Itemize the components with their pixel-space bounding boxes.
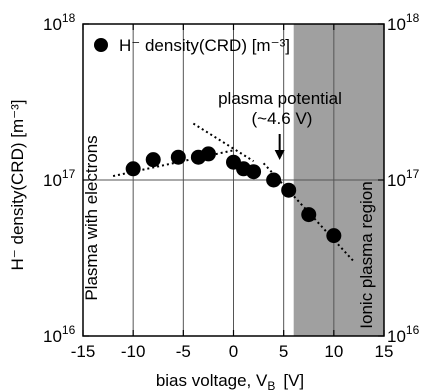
y-tick-label-right: 1016 <box>387 323 420 346</box>
x-tick-label: -15 <box>71 342 96 361</box>
y-tick-label-right: 1017 <box>387 167 420 190</box>
y-tick-exponent: 16 <box>62 323 76 337</box>
annotation-plasma-with-electrons: Plasma with electrons <box>82 135 101 300</box>
annotation-ionic-plasma-region: Ionic plasma region <box>357 181 376 328</box>
annotation-plasma-potential-value: (~4.6 V) <box>252 109 313 128</box>
y-tick-label-left: 1018 <box>43 11 76 34</box>
x-tick-label: 15 <box>375 342 394 361</box>
y-tick-base: 10 <box>387 327 406 346</box>
arrow-head <box>274 150 285 160</box>
x-tick-label: 0 <box>229 342 238 361</box>
annotation-plasma-potential: plasma potential <box>218 89 342 108</box>
y-tick-label-left: 1016 <box>43 323 76 346</box>
x-tick-label: 10 <box>324 342 343 361</box>
data-point <box>170 149 186 165</box>
y-tick-base: 10 <box>387 171 406 190</box>
x-tick-label: -5 <box>176 342 191 361</box>
y-axis-label: H⁻ density(CRD) [m⁻³] <box>8 100 27 271</box>
x-ticks: -15 -10 -5 0 5 10 15 <box>71 24 394 361</box>
x-tick-label: 5 <box>279 342 288 361</box>
x-axis-label: bias voltage, VB [V] <box>156 371 304 392</box>
data-point <box>125 161 141 177</box>
data-point <box>266 172 282 188</box>
y-tick-base: 10 <box>43 327 62 346</box>
y-tick-label-left: 1017 <box>43 167 76 190</box>
y-tick-exponent: 16 <box>406 323 420 337</box>
data-point <box>301 207 317 223</box>
data-point <box>200 146 216 162</box>
legend-label: H⁻ density(CRD) [m⁻³] <box>119 36 290 55</box>
legend-marker <box>94 38 108 52</box>
x-axis-label-sub: B <box>267 379 275 392</box>
y-tick-base: 10 <box>43 171 62 190</box>
x-axis-label-text: bias voltage, V <box>156 371 268 390</box>
data-point <box>281 182 297 198</box>
x-axis-label-unit: [V] <box>283 371 304 390</box>
y-tick-base: 10 <box>43 15 62 34</box>
x-tick-label: -10 <box>121 342 146 361</box>
plasma-potential-arrow <box>274 134 285 160</box>
y-tick-exponent: 18 <box>406 11 420 25</box>
data-point <box>246 164 262 180</box>
y-tick-base: 10 <box>387 15 406 34</box>
y-tick-label-right: 1018 <box>387 11 420 34</box>
trend-line <box>192 122 255 163</box>
data-point <box>145 152 161 168</box>
grid-lines <box>83 24 384 336</box>
y-tick-exponent: 17 <box>62 167 76 181</box>
y-tick-exponent: 17 <box>406 167 420 181</box>
data-points <box>125 146 342 244</box>
y-tick-exponent: 18 <box>62 11 76 25</box>
data-point <box>326 228 342 244</box>
